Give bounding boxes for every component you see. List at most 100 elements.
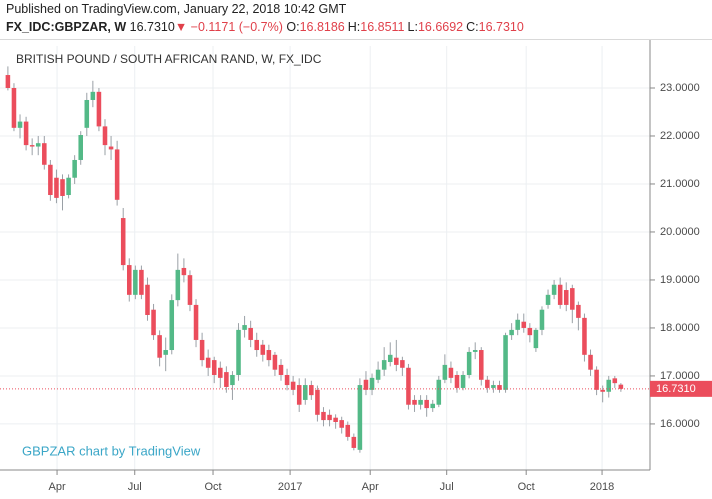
x-tick-label: Oct xyxy=(518,481,535,493)
candle-body xyxy=(327,414,332,421)
ohlc-key: H: xyxy=(347,20,361,34)
candle-body xyxy=(369,377,375,390)
candle-body xyxy=(266,350,272,361)
candle-body xyxy=(375,369,381,380)
candle-body xyxy=(491,385,496,388)
candle-body xyxy=(503,335,508,390)
chart-title: BRITISH POUND / SOUTH AFRICAN RAND, W, F… xyxy=(16,52,322,66)
ohlc-key: L: xyxy=(407,20,418,34)
candle-body xyxy=(381,360,387,370)
candle-body xyxy=(108,146,114,150)
candle-body xyxy=(211,360,217,375)
candle-body xyxy=(35,143,41,147)
last-price-box xyxy=(650,380,712,397)
candle-body xyxy=(205,357,211,368)
ohlc-values: O:16.8186 H:16.8511 L:16.6692 C:16.7310 xyxy=(286,20,526,34)
y-tick-label: 18.0000 xyxy=(660,322,700,334)
candle-body xyxy=(236,329,241,375)
candle-body xyxy=(442,364,448,380)
candle-body xyxy=(133,269,138,295)
candle-body xyxy=(460,374,466,388)
last: 16.7310 xyxy=(129,20,175,34)
candle-body xyxy=(114,149,120,200)
candle-body xyxy=(406,367,411,405)
candle-body xyxy=(600,389,605,392)
x-tick-label: Jul xyxy=(128,481,142,493)
y-tick-label: 22.0000 xyxy=(660,130,700,142)
candle-body xyxy=(466,351,472,375)
candle-body xyxy=(84,99,90,128)
candle-body xyxy=(296,385,302,405)
candle-body xyxy=(48,164,53,196)
candle-body xyxy=(321,411,326,421)
candle-body xyxy=(315,389,320,415)
candle-body xyxy=(23,121,29,146)
candle-body xyxy=(582,317,587,355)
candle-body xyxy=(479,350,484,380)
candle-body xyxy=(418,399,423,405)
x-tick-label: Apr xyxy=(362,481,379,493)
candle-body xyxy=(218,367,223,378)
candle-body xyxy=(412,399,417,405)
candle-body xyxy=(485,379,490,388)
candle-body xyxy=(472,350,478,352)
candle-body xyxy=(242,325,247,330)
candle-body xyxy=(29,145,35,147)
candle-body xyxy=(11,87,17,128)
ohlc-key: C: xyxy=(466,20,479,34)
candle-body xyxy=(345,424,351,437)
candle-body xyxy=(272,354,278,370)
candle-body xyxy=(42,143,47,165)
candle-body xyxy=(199,339,205,361)
candle-body xyxy=(193,304,199,340)
published: Published on TradingView.com, January 22… xyxy=(6,2,347,16)
candle-body xyxy=(357,385,363,450)
candle-body xyxy=(96,91,102,127)
y-tick-label: 23.0000 xyxy=(660,82,700,94)
change: −0.1171 (−0.7%) xyxy=(190,20,283,34)
candle-body xyxy=(533,329,539,349)
candle-body xyxy=(333,417,338,423)
x-tick-label: 2017 xyxy=(278,481,302,493)
candle-body xyxy=(120,218,126,266)
candle-body xyxy=(594,369,599,390)
last-price-label: 16.7310 xyxy=(656,383,696,395)
candle-body xyxy=(509,329,514,336)
candle-body xyxy=(448,367,454,378)
y-tick-label: 16.0000 xyxy=(660,418,700,430)
candle-body xyxy=(151,309,156,336)
candle-body xyxy=(187,275,193,305)
candle-body xyxy=(394,357,399,365)
candle-body xyxy=(618,384,624,389)
candle-body xyxy=(145,284,150,315)
candle-body xyxy=(387,354,393,363)
candle-body xyxy=(230,374,235,386)
chart: BRITISH POUND / SOUTH AFRICAN RAND, W, F… xyxy=(0,40,712,493)
ohlc-key: O: xyxy=(286,20,300,34)
watermark: GBPZAR chart by TradingView xyxy=(22,443,201,458)
candle-body xyxy=(60,179,65,196)
x-tick-label: Apr xyxy=(48,481,65,493)
candle-body xyxy=(527,327,533,336)
candle-body xyxy=(588,354,593,370)
x-tick-label: Jul xyxy=(440,481,454,493)
candle-body xyxy=(284,374,290,386)
y-tick-label: 19.0000 xyxy=(660,274,700,286)
candle-body xyxy=(309,385,314,396)
candle-body xyxy=(302,385,308,400)
symbol: FX_IDC:GBPZAR, W xyxy=(6,20,127,34)
candle-body xyxy=(66,177,71,196)
candle-body xyxy=(570,288,575,310)
candle-body xyxy=(169,300,175,351)
candle-body xyxy=(515,319,520,330)
candle-body xyxy=(224,372,229,387)
candle-body xyxy=(563,290,569,305)
y-tick-label: 21.0000 xyxy=(660,178,700,190)
candle-body xyxy=(606,379,612,392)
candle-body xyxy=(54,177,59,198)
ohlc-value: 16.8511 xyxy=(360,20,405,34)
candle-body xyxy=(551,284,557,295)
candle-body xyxy=(351,436,357,448)
candle-body xyxy=(557,284,563,305)
candle-body xyxy=(102,126,108,146)
